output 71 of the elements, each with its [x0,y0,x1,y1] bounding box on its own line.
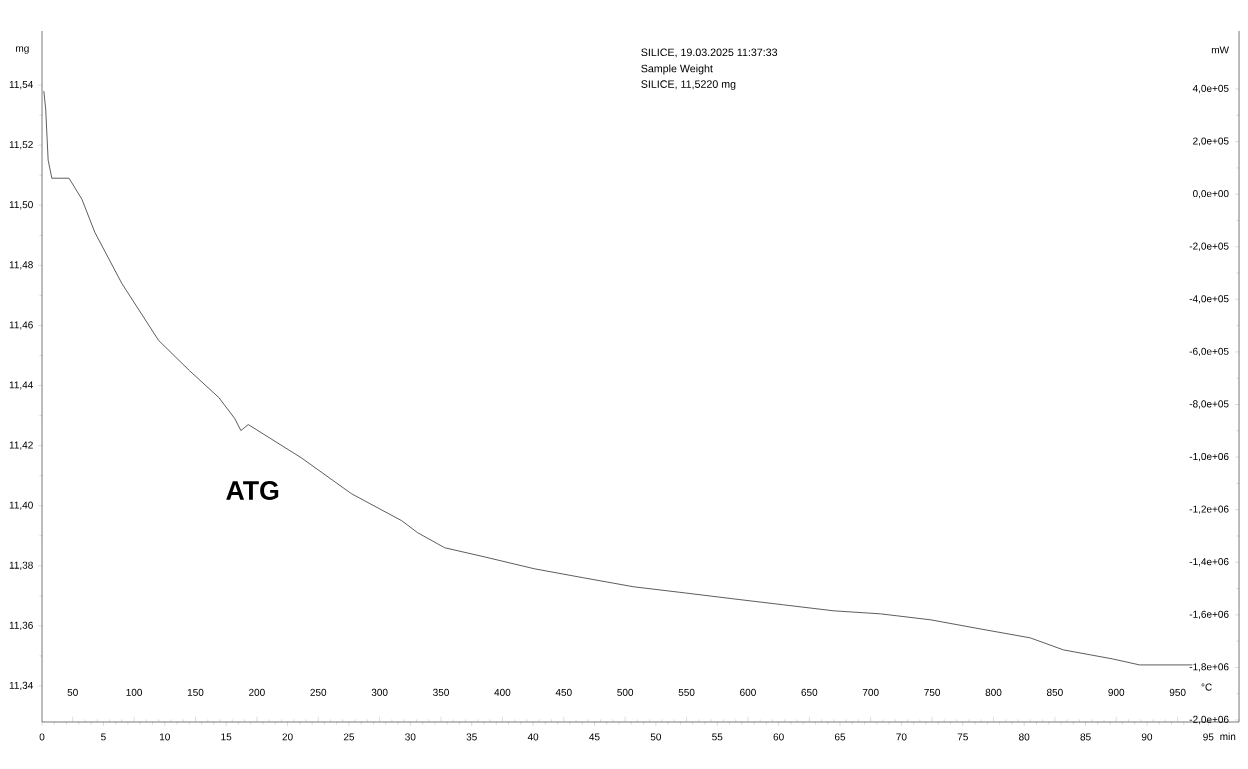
x-tick-label: 15 [221,733,232,741]
x2-tick-label: 950 [1169,688,1186,696]
annotation: SILICE, 19.03.2025 11:37:33 [641,48,778,58]
x2-tick-label: 450 [555,688,572,696]
x2-tick-label: 700 [862,688,879,696]
x2-tick-label: 400 [494,688,511,696]
y-tick-label: 11,50 [9,201,33,210]
x-tick-label: 35 [466,733,477,741]
annotation: 2,0e+05 [1193,137,1229,146]
x2-tick-label: 600 [740,688,756,696]
annotation: -4,0e+05 [1189,295,1229,304]
annotation: -2,0e+05 [1189,242,1229,251]
x-tick-label: 60 [773,733,784,741]
x-tick-label: 75 [957,733,968,741]
x2-tick-label: 350 [433,688,449,696]
x-tick-label: 45 [589,733,600,741]
x2-tick-label: 900 [1108,688,1125,696]
y2-axis-title: mW [1211,46,1229,54]
annotation: SILICE, 11,5220 mg [641,80,736,90]
x-tick-label: 0 [39,733,45,741]
x-tick-label: 5 [101,733,106,741]
x2-tick-label: 850 [1046,688,1063,696]
y-tick-label: 11,36 [9,621,33,630]
x-tick-label: 85 [1080,733,1091,741]
annotation: -1,4e+06 [1189,558,1229,567]
y-tick-label: 11,42 [9,441,33,450]
x2-tick-label: 800 [985,688,1002,696]
y-axis-title: mg [16,46,29,54]
y-tick-label: 11,54 [9,81,33,90]
y-tick-label: 11,52 [9,141,33,150]
annotation: -1,6e+06 [1189,610,1229,619]
annotation: -8,0e+05 [1189,400,1229,409]
x2-tick-label: 650 [801,688,818,696]
x-tick-label: 95 [1203,733,1214,741]
x-tick-label: 80 [1019,733,1030,741]
x-tick-label: 30 [405,733,416,741]
annotation: 4,0e+05 [1192,84,1229,94]
x-tick-label: 70 [896,733,907,741]
annotation: -6,0e+05 [1189,347,1229,357]
x2-axis-title: °C [1201,683,1212,691]
x-tick-label: 90 [1141,733,1153,741]
y-tick-label: 11,38 [9,561,33,570]
y-tick-label: 11,44 [9,381,33,390]
x-tick-label: 50 [650,733,662,741]
x-tick-label: 40 [527,733,539,741]
x-tick-label: 65 [834,733,846,741]
x2-tick-label: 750 [924,688,941,696]
x2-tick-label: 50 [67,688,78,696]
x2-tick-label: 250 [310,688,327,696]
y-tick-label: 11,40 [9,501,33,510]
x2-tick-label: 200 [249,688,265,696]
annotation: -2,0e+06 [1189,715,1229,725]
annotation: ATG [226,481,279,500]
annotation: Sample Weight [641,64,713,75]
annotation: -1,8e+06 [1189,663,1229,672]
x2-tick-label: 150 [187,688,204,696]
x2-tick-label: 300 [371,688,388,696]
x2-tick-label: 100 [126,688,143,696]
x-tick-label: 10 [159,733,170,741]
y-tick-label: 11,48 [9,261,33,270]
annotation: -1,0e+06 [1189,452,1229,462]
x2-tick-label: 550 [678,688,695,696]
y-tick-label: 11,46 [9,321,33,330]
annotation: 0,0e+00 [1192,190,1229,199]
x-tick-label: 25 [343,733,355,741]
annotation: -1,2e+06 [1189,505,1229,514]
x-tick-label: 20 [282,733,293,741]
x-tick-label: 55 [712,733,723,741]
x2-tick-label: 500 [617,688,634,696]
x-axis-title: min [1220,732,1236,740]
y-tick-label: 11,34 [9,681,33,691]
